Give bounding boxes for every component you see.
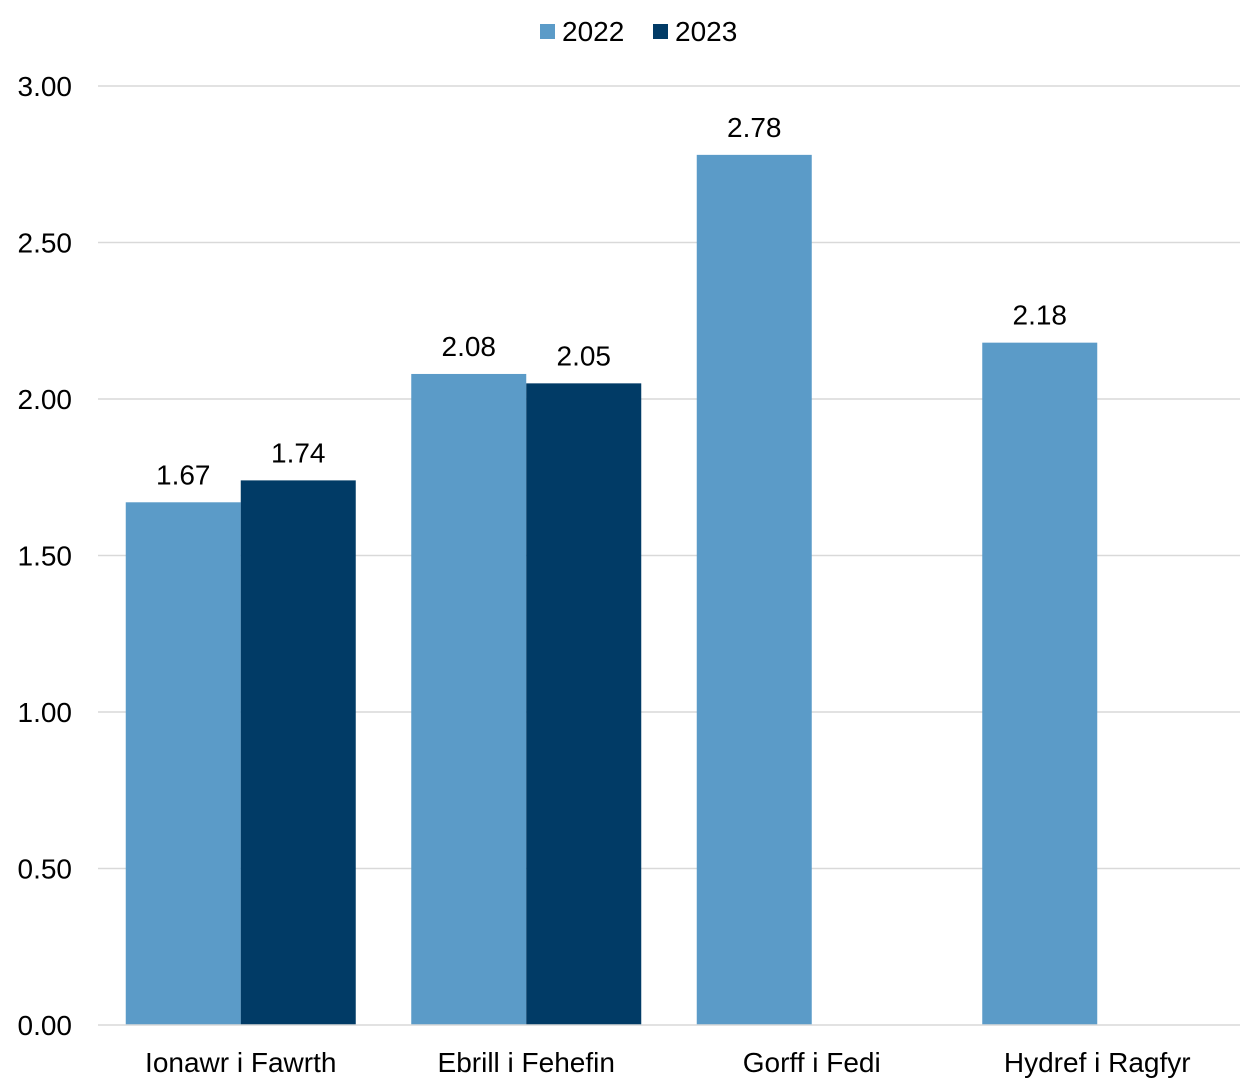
data-label: 2.08 [442, 331, 497, 362]
y-tick-label: 0.00 [18, 1010, 73, 1041]
data-label: 2.18 [1013, 300, 1068, 331]
bar-2022-1 [411, 373, 527, 1026]
y-axis-ticks: 0.00 0.50 1.00 1.50 2.00 2.50 3.00 [18, 71, 73, 1041]
data-label: 1.74 [271, 437, 326, 468]
bar-2022-2 [696, 154, 812, 1026]
y-tick-label: 3.00 [18, 71, 73, 102]
legend-swatch-2022 [540, 24, 555, 39]
y-tick-label: 1.50 [18, 541, 73, 572]
legend: 2022 2023 [540, 16, 737, 47]
x-category-label: Ionawr i Fawrth [145, 1047, 336, 1078]
y-tick-label: 2.00 [18, 384, 73, 415]
legend-label-2023: 2023 [675, 16, 737, 47]
bars [125, 154, 1098, 1026]
data-label: 2.05 [557, 340, 612, 371]
bar-2022-3 [982, 342, 1098, 1025]
data-labels: 1.67 1.74 2.08 2.05 2.78 2.18 [156, 112, 1067, 490]
y-tick-label: 0.50 [18, 854, 73, 885]
y-tick-label: 2.50 [18, 228, 73, 259]
x-category-label: Ebrill i Fehefin [438, 1047, 615, 1078]
x-axis: Ionawr i Fawrth Ebrill i Fehefin Gorff i F… [98, 1024, 1240, 1078]
legend-swatch-2023 [653, 24, 668, 39]
x-category-label: Gorff i Fedi [743, 1047, 881, 1078]
data-label: 1.67 [156, 459, 211, 490]
legend-label-2022: 2022 [562, 16, 624, 47]
y-tick-label: 1.00 [18, 697, 73, 728]
x-category-label: Hydref i Ragfyr [1004, 1047, 1191, 1078]
data-label: 2.78 [727, 112, 782, 143]
bar-2022-0 [125, 502, 241, 1025]
bar-2023-1 [526, 383, 642, 1026]
bar-2023-0 [240, 480, 356, 1025]
